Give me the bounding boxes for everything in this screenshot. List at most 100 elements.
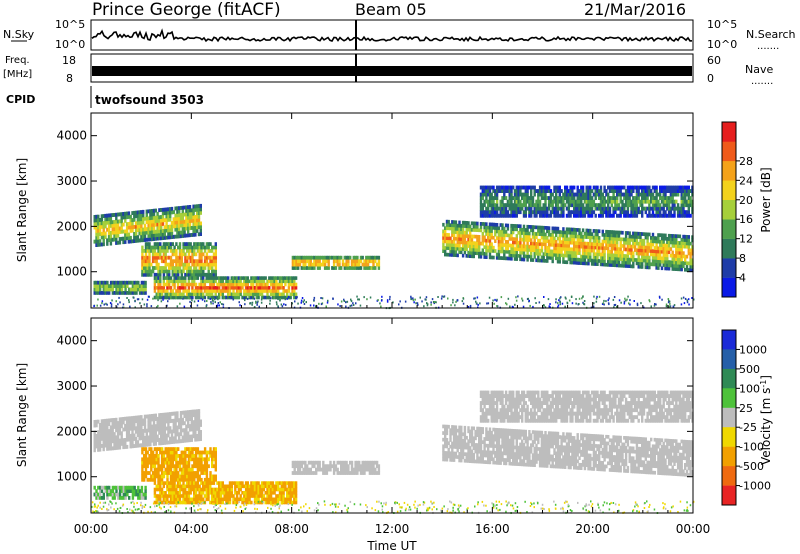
echo-cell [116, 219, 120, 224]
echo-cell [624, 247, 628, 252]
station-title: Prince George (fitACF) [92, 0, 281, 20]
echo-cell [499, 210, 502, 215]
echo-cell [161, 232, 165, 237]
echo-cell [562, 240, 565, 245]
echo-cell [191, 252, 194, 257]
echo-cell [239, 282, 242, 287]
echo-cell [583, 206, 587, 211]
echo-cell [510, 192, 513, 197]
echo-cell [311, 266, 314, 270]
echo-cell [157, 464, 160, 469]
echo-cell [230, 295, 233, 300]
echo-cell [212, 255, 216, 260]
echo-cell [167, 210, 170, 215]
echo-cell [510, 237, 513, 241]
echo-cell [205, 245, 209, 250]
echo-cell [159, 467, 162, 472]
echo-cell [171, 474, 174, 479]
echo-cell [569, 237, 572, 242]
echo-cell [227, 279, 230, 284]
echo-cell [214, 289, 217, 293]
echo-cell [169, 286, 173, 290]
echo-cell [589, 235, 592, 240]
echo-cell [127, 430, 131, 435]
echo-cell [476, 251, 479, 256]
echo-cell [616, 233, 619, 238]
echo-cell [558, 230, 561, 234]
echo-cell [102, 443, 105, 448]
echo-cell [560, 213, 563, 218]
echo-cell [157, 242, 160, 246]
echo-cell [186, 242, 189, 246]
echo-cell [571, 257, 574, 262]
echo-cell [149, 226, 152, 231]
echo-cell [449, 239, 452, 244]
echo-cell [109, 231, 113, 235]
echo-cell [148, 457, 151, 462]
echo-cell [689, 213, 692, 218]
echo-cell [678, 210, 682, 215]
scatter-cell [509, 305, 511, 308]
echo-cell [104, 235, 107, 239]
echo-cell [555, 203, 558, 208]
echo-cell [191, 255, 194, 260]
echo-cell [454, 223, 458, 228]
colorbar-swatch [722, 199, 736, 220]
scatter-cell [296, 296, 298, 299]
echo-cell [599, 255, 603, 260]
echo-cell [485, 252, 488, 256]
echo-cell [151, 212, 154, 217]
echo-cell [669, 213, 673, 218]
echo-cell [626, 241, 630, 245]
echo-cell [97, 232, 100, 237]
echo-cell [95, 423, 98, 428]
echo-cell [304, 259, 307, 264]
echo-cell [576, 196, 579, 200]
echo-cell [134, 235, 138, 240]
echo-cell [193, 289, 196, 293]
echo-cell [180, 272, 183, 277]
echo-cell [98, 430, 102, 434]
echo-cell [510, 206, 513, 211]
echo-cell [530, 225, 533, 229]
echo-cell [164, 471, 167, 475]
echo-cell [187, 212, 190, 217]
echo-cell [675, 267, 678, 271]
echo-cell [510, 247, 513, 251]
echo-cell [162, 471, 166, 475]
echo-cell [646, 199, 649, 204]
echo-cell [662, 189, 665, 193]
echo-cell [599, 199, 603, 204]
echo-cell [191, 282, 194, 287]
echo-cell [185, 292, 189, 297]
echo-cell [273, 292, 276, 297]
scatter-cell [398, 303, 400, 306]
echo-cell [675, 189, 678, 193]
echo-cell [138, 224, 141, 229]
echo-cell [174, 220, 177, 225]
echo-cell [671, 192, 674, 197]
echo-cell [678, 244, 682, 249]
scatter-cell [214, 298, 216, 301]
scatter-cell [128, 299, 130, 302]
echo-cell [515, 192, 518, 197]
echo-cell [199, 423, 202, 427]
echo-cell [451, 239, 454, 244]
echo-cell [134, 228, 138, 233]
echo-cell [671, 263, 674, 268]
echo-cell [282, 289, 285, 293]
echo-cell [150, 457, 153, 462]
echo-cell [178, 289, 182, 293]
echo-cell [370, 255, 373, 260]
echo-cell [179, 418, 183, 422]
echo-cell [187, 464, 191, 469]
echo-cell [202, 450, 205, 455]
echo-cell [180, 477, 183, 482]
echo-cell [675, 254, 678, 258]
echo-cell [653, 196, 656, 200]
echo-cell [167, 224, 170, 229]
echo-cell [546, 239, 549, 243]
echo-cell [372, 255, 375, 260]
echo-cell [531, 248, 535, 252]
echo-cell [680, 185, 683, 190]
